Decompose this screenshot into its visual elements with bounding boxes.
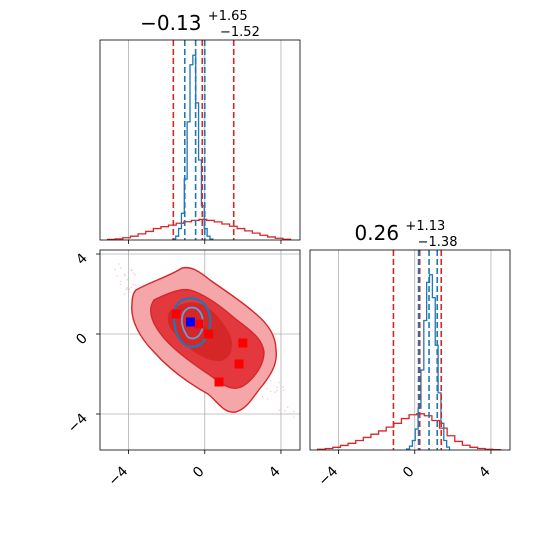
red-contours	[131, 266, 277, 413]
x-ticks: −4 0 4	[315, 450, 494, 489]
sample-point	[270, 380, 272, 382]
red-histogram-steps	[316, 413, 502, 451]
title-param-1: −0.13 +1.65 −1.52	[140, 1, 260, 40]
sample-point	[292, 410, 295, 413]
sample-point	[132, 284, 134, 286]
red-point	[204, 329, 214, 339]
sample-point	[116, 275, 118, 277]
blue-histogram	[172, 54, 214, 240]
sample-point	[132, 272, 135, 275]
title-minus: −1.38	[418, 235, 458, 250]
panel-frame	[309, 249, 511, 451]
red-point	[238, 338, 248, 348]
sample-point	[278, 381, 280, 384]
sample-point	[114, 268, 116, 271]
sample-point	[284, 409, 286, 412]
sample-point	[276, 386, 278, 389]
title-param-2: 0.26 +1.13 −1.38	[355, 211, 458, 250]
sample-point	[124, 274, 126, 277]
truth-point	[185, 317, 195, 327]
x-tick-label: 4	[266, 463, 284, 481]
title-median: 0.26	[355, 221, 400, 245]
sample-point	[286, 406, 289, 409]
sample-point	[282, 389, 285, 392]
red-quantile-lines	[392, 250, 443, 450]
sample-point	[119, 283, 122, 286]
sample-point	[126, 286, 128, 289]
blue-histogram	[406, 274, 451, 450]
title-minus: −1.52	[220, 25, 260, 40]
sample-point	[120, 267, 122, 269]
sample-point	[131, 269, 133, 272]
sample-point	[128, 288, 131, 291]
sample-point	[280, 408, 282, 411]
sample-point	[266, 398, 269, 400]
sample-point	[278, 409, 281, 412]
x-tick-label: 0	[400, 464, 418, 482]
sample-point	[276, 390, 278, 392]
red-histogram	[316, 413, 502, 451]
sample-point	[123, 273, 126, 276]
red-markers	[171, 309, 248, 387]
blue-quantile-lines	[417, 250, 439, 450]
red-histogram-steps	[106, 218, 292, 241]
panel-frame	[99, 249, 301, 451]
y-tick-label: −4	[65, 410, 91, 436]
sample-point	[125, 288, 127, 291]
title-median: −0.13	[140, 11, 201, 35]
sample-point	[134, 274, 136, 276]
x-tick-label: 0	[190, 464, 208, 482]
truth-marker	[185, 317, 195, 327]
sample-point	[123, 293, 126, 295]
sample-point	[282, 386, 284, 388]
sample-point	[128, 291, 130, 294]
red-quantile-lines	[172, 40, 235, 240]
title-plus: +1.65	[208, 9, 248, 24]
sample-point	[127, 288, 129, 291]
sample-point	[266, 388, 268, 390]
sample-point	[126, 278, 128, 281]
y-ticks: 4 0 −4	[65, 250, 100, 436]
grid-lines	[338, 250, 492, 450]
marginal-panel-param-1: −0.13 +1.65 −1.52	[99, 1, 301, 244]
sample-point	[293, 416, 295, 418]
sample-point	[118, 263, 120, 265]
x-ticks: −4 0 4	[105, 450, 284, 489]
x-tick-label: 4	[476, 463, 494, 481]
sample-point	[119, 280, 122, 283]
joint-panel: −4 0 4 4 0 −4	[65, 249, 301, 489]
x-ticks	[128, 240, 282, 244]
red-point	[171, 309, 181, 319]
blue-histogram-steps	[406, 274, 451, 450]
title-plus: +1.13	[405, 219, 445, 234]
sample-point	[130, 286, 133, 289]
blue-quantile-lines	[183, 40, 206, 240]
blue-contour-inner	[180, 306, 204, 340]
y-tick-label: 4	[73, 250, 91, 268]
red-point	[194, 319, 204, 329]
x-tick-label: −4	[315, 463, 341, 489]
sample-point	[134, 284, 137, 287]
marginal-panel-param-2: −4 0 4 0.26 +1.13 −1.38	[309, 211, 511, 489]
red-point	[214, 377, 224, 387]
contour-inner	[167, 302, 233, 361]
sample-point	[261, 396, 264, 398]
sample-point	[274, 391, 276, 394]
blue-histogram-steps	[172, 54, 214, 240]
red-histogram	[106, 218, 292, 241]
sample-point	[270, 390, 272, 393]
red-point	[234, 359, 244, 369]
panel-frame	[99, 39, 301, 241]
x-tick-label: −4	[105, 463, 131, 489]
y-tick-label: 0	[73, 331, 91, 349]
